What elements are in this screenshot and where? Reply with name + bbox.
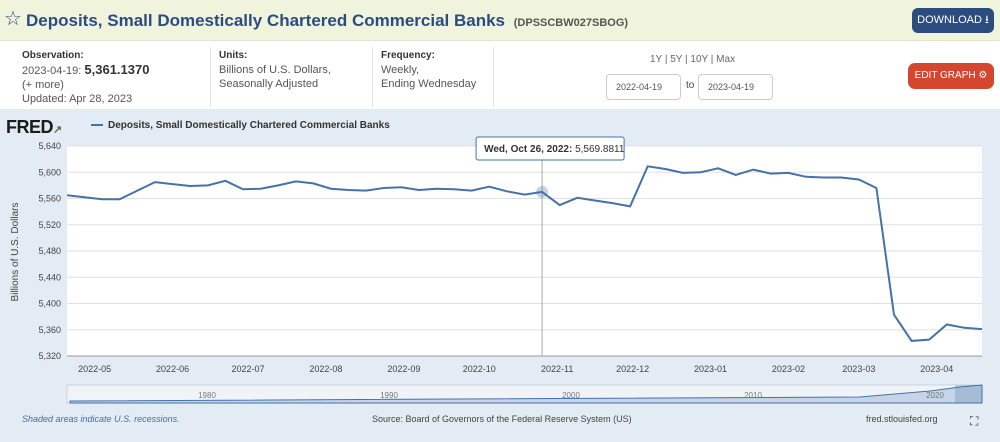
y-tick-label: 5,520 <box>38 220 61 230</box>
x-tick-label: 2022-06 <box>156 364 189 374</box>
tooltip-value: 5,569.8811 <box>575 144 625 155</box>
recession-note: Shaded areas indicate U.S. recessions. <box>22 414 180 424</box>
units-label: Units: <box>219 50 248 61</box>
y-tick-label: 5,320 <box>38 351 61 361</box>
observation-value: 5,361.1370 <box>84 62 150 77</box>
units-line-2: Seasonally Adjusted <box>219 78 319 90</box>
divider <box>372 47 373 107</box>
x-tick-label: 2022-05 <box>78 364 111 374</box>
y-tick-label: 5,640 <box>38 141 61 151</box>
site-url[interactable]: fred.stlouisfed.org <box>866 414 938 424</box>
navigator-label: 2010 <box>744 391 762 400</box>
tooltip-date: Wed, Oct 26, 2022: <box>484 144 572 155</box>
frequency-line-2: Ending Wednesday <box>381 78 477 90</box>
legend-label: Deposits, Small Domestically Chartered C… <box>108 120 390 131</box>
more-link[interactable]: (+ more) <box>22 79 64 91</box>
frequency-label: Frequency: <box>381 50 435 61</box>
divider <box>493 47 494 107</box>
gear-icon: ⚙ <box>978 70 988 81</box>
range-navigator[interactable]: 1980 1990 2000 2010 2020 <box>66 384 983 404</box>
x-tick-label: 2023-03 <box>842 364 875 374</box>
navigator-label: 1990 <box>380 391 398 400</box>
fullscreen-icon[interactable]: ⛶ <box>970 414 979 428</box>
observation-label: Observation: <box>22 50 84 61</box>
frequency-block: Frequency: Weekly, Ending Wednesday <box>381 49 476 91</box>
y-tick-label: 5,440 <box>38 272 61 282</box>
date-to-input[interactable]: 2023-04-19 <box>698 74 773 100</box>
info-bar: Observation: 2023-04-19: 5,361.1370 (+ m… <box>0 41 1000 109</box>
tooltip: Wed, Oct 26, 2022: 5,569.8811 <box>475 136 625 161</box>
y-tick-label: 5,400 <box>38 299 61 309</box>
x-tick-label: 2022-12 <box>616 364 649 374</box>
x-tick-label: 2022-09 <box>387 364 420 374</box>
chart-svg[interactable]: 5,320 5,360 5,400 5,440 5,480 5,520 5,560 5,600… <box>0 109 1000 442</box>
frequency-line-1: Weekly, <box>381 64 420 76</box>
date-from-input[interactable]: 2022-04-19 <box>606 74 681 100</box>
series-title: Deposits, Small Domestically Chartered C… <box>26 11 506 30</box>
chart-legend: Deposits, Small Domestically Chartered C… <box>91 120 390 131</box>
page-title: Deposits, Small Domestically Chartered C… <box>26 11 628 31</box>
x-tick-label: 2022-07 <box>231 364 264 374</box>
download-icon: ⭳ <box>984 14 989 26</box>
edit-graph-button[interactable]: EDIT GRAPH ⚙ <box>908 63 994 89</box>
navigator-label: 2000 <box>562 391 580 400</box>
svg-text:Wed, Oct 26, 2022: 5,56: Wed, Oct 26, 2022: 5,569.8811 <box>484 144 625 155</box>
updated-date: Updated: Apr 28, 2023 <box>22 93 133 105</box>
navigator-label: 1980 <box>198 391 216 400</box>
star-outline-icon[interactable]: ☆ <box>4 8 22 30</box>
series-line[interactable] <box>66 165 983 342</box>
date-to-label: to <box>686 80 695 91</box>
x-tick-label: 2022-11 <box>541 364 573 374</box>
hover-point <box>536 186 549 199</box>
fred-logo: FRED↗ <box>6 117 62 137</box>
y-tick-label: 5,560 <box>38 194 61 204</box>
units-block: Units: Billions of U.S. Dollars, Seasona… <box>219 49 331 91</box>
series-id: (DPSSCBW027SBOG) <box>513 17 629 29</box>
navigator-label: 2020 <box>926 391 944 400</box>
y-tick-label: 5,360 <box>38 325 61 335</box>
title-bar: ☆ Deposits, Small Domestically Chartered… <box>0 0 1000 41</box>
x-tick-label: 2023-04 <box>920 364 953 374</box>
y-axis-label: Billions of U.S. Dollars <box>10 203 21 302</box>
y-tick-label: 5,480 <box>38 246 61 256</box>
x-tick-label: 2023-02 <box>772 364 805 374</box>
x-tick-label: 2022-08 <box>309 364 342 374</box>
range-links[interactable]: 1Y | 5Y | 10Y | Max <box>650 54 736 65</box>
x-tick-label: 2022-10 <box>463 364 496 374</box>
units-line-1: Billions of U.S. Dollars, <box>219 64 331 76</box>
y-tick-label: 5,600 <box>38 167 61 177</box>
observation-block: Observation: 2023-04-19: 5,361.1370 (+ m… <box>22 49 149 106</box>
download-button[interactable]: DOWNLOAD ⭳ <box>912 8 994 33</box>
download-label: DOWNLOAD <box>917 14 982 26</box>
legend-line-icon <box>91 124 103 127</box>
source-note: Source: Board of Governors of the Federa… <box>372 414 632 424</box>
observation-date: 2023-04-19: <box>22 65 82 77</box>
x-tick-label: 2023-01 <box>694 364 727 374</box>
edit-graph-label: EDIT GRAPH <box>914 70 976 81</box>
divider <box>210 47 211 107</box>
